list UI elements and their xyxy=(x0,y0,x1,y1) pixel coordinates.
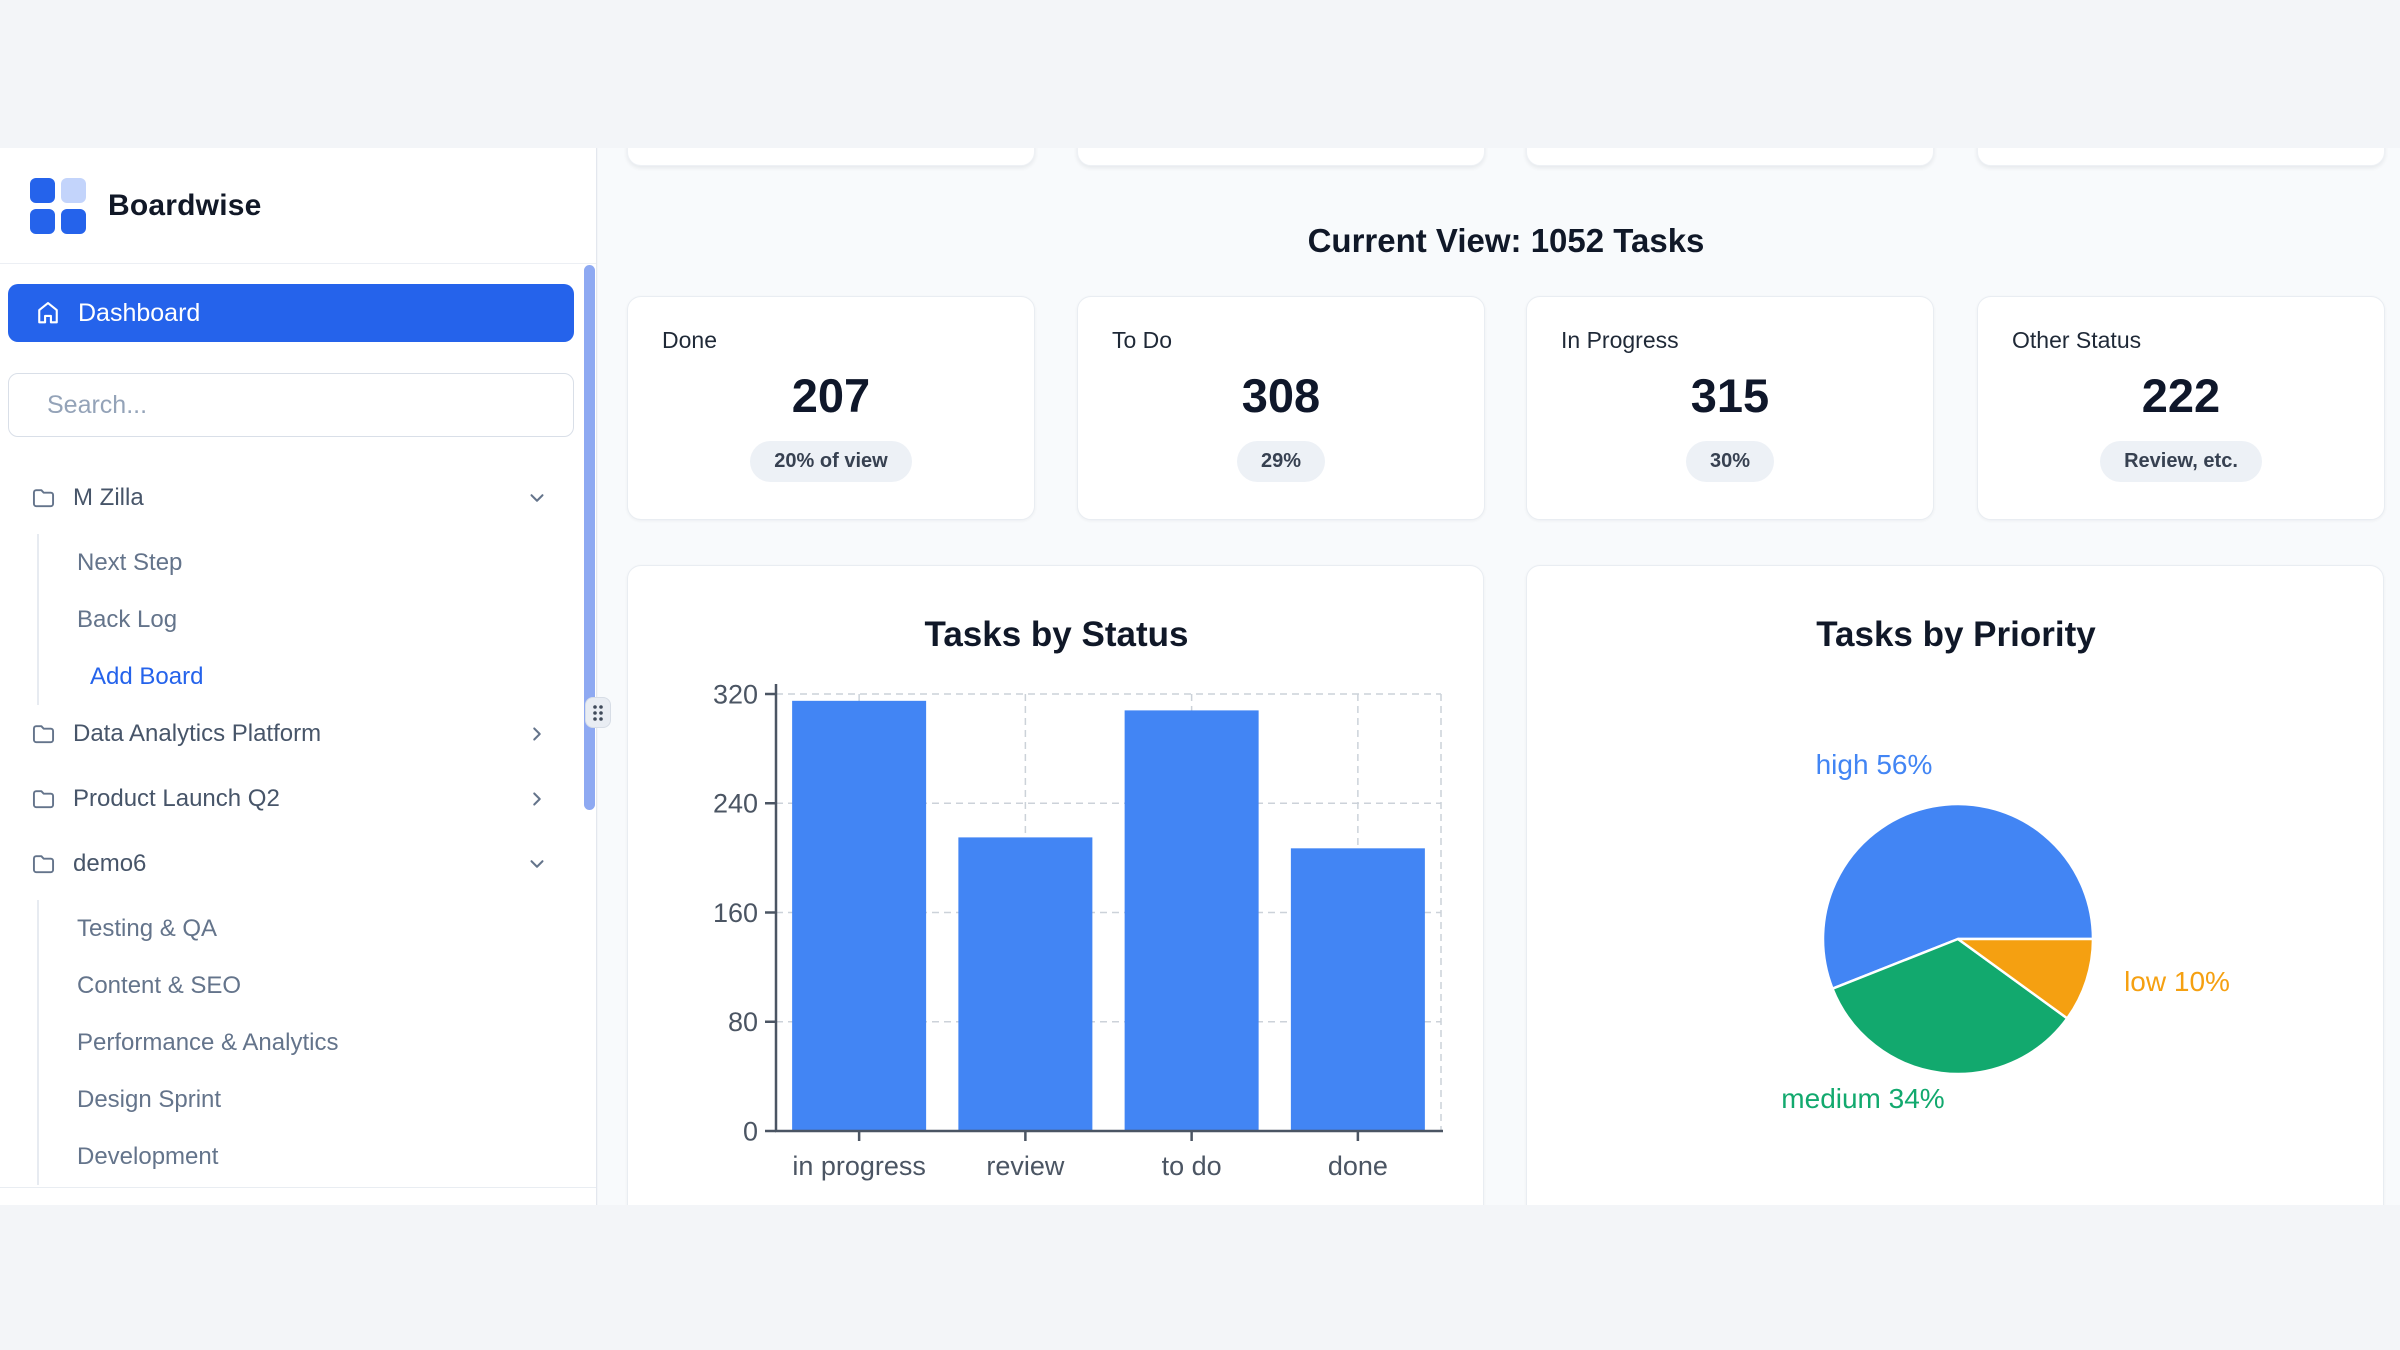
chevron-down-icon xyxy=(530,859,544,868)
stat-label: To Do xyxy=(1112,327,1173,353)
stat-card-to-do: To Do 308 29% xyxy=(1077,296,1485,520)
pie-slice-medium xyxy=(1831,937,2069,1076)
stat-card-done: Done 207 20% of view xyxy=(627,296,1035,520)
bar-to-do xyxy=(1124,710,1259,1131)
board-item-m-zilla[interactable]: M Zilla xyxy=(0,469,596,526)
stat-label: Done xyxy=(662,327,717,353)
app-window: Boardwise Dashboard M Zilla Next Step Back… xyxy=(0,148,2400,1205)
subitem-label: Next Step xyxy=(77,548,183,576)
svg-text:review: review xyxy=(986,1151,1065,1181)
clipped-card xyxy=(627,148,1035,166)
svg-text:240: 240 xyxy=(713,789,758,819)
folder-icon xyxy=(32,489,55,508)
board-children: Next Step Back Log Add Board xyxy=(37,534,596,705)
stat-value: 222 xyxy=(2141,369,2221,422)
subitem-label: Development xyxy=(77,1142,219,1170)
logo-square xyxy=(30,208,55,234)
svg-text:0: 0 xyxy=(743,1116,758,1146)
board-label: M Zilla xyxy=(73,483,144,511)
sidebar-resize-handle[interactable] xyxy=(585,697,611,728)
home-icon xyxy=(38,302,58,324)
chevron-right-icon xyxy=(533,791,541,806)
tasks-by-status-chart: 0 80 160 240 320 in progress review to do done Ta… xyxy=(713,615,1443,1181)
add-board-button[interactable]: Add Board xyxy=(39,648,596,705)
tasks-by-status-card: 0 80 160 240 320 in progress review to do done Ta… xyxy=(627,565,1484,1205)
board-subitem-testing-qa[interactable]: Testing & QA xyxy=(39,900,596,957)
pie-label-medium: medium 34% xyxy=(1781,1083,1944,1114)
logo-square xyxy=(61,208,86,234)
board-children: Testing & QA Content & SEO Performance & A… xyxy=(37,900,596,1185)
svg-text:320: 320 xyxy=(713,679,758,709)
main-content: Current View: 1052 Tasks Done 207 20% of v… xyxy=(598,148,2400,1205)
board-subitem-development[interactable]: Development xyxy=(39,1128,596,1185)
board-subitem-back-log[interactable]: Back Log xyxy=(39,591,596,648)
bar-in-progress xyxy=(792,700,927,1131)
clipped-card xyxy=(1526,148,1934,166)
folder-icon xyxy=(32,725,55,744)
board-subitem-performance-analytics[interactable]: Performance & Analytics xyxy=(39,1014,596,1071)
sidebar-scrollbar-thumb[interactable] xyxy=(584,265,595,810)
stat-value: 315 xyxy=(1690,369,1770,422)
dashboard-label: Dashboard xyxy=(78,298,201,327)
stat-badge: 29% xyxy=(1236,441,1326,482)
svg-text:80: 80 xyxy=(728,1007,758,1037)
pie-slice-low xyxy=(1956,937,2095,1020)
board-subitem-content-seo[interactable]: Content & SEO xyxy=(39,957,596,1014)
svg-text:done: done xyxy=(1328,1151,1388,1181)
folder-icon xyxy=(32,790,55,809)
clipped-card xyxy=(1077,148,1485,166)
current-view-title: Current View: 1052 Tasks xyxy=(1307,222,1705,259)
logo-square xyxy=(61,177,86,203)
boardwise-logo-icon xyxy=(30,177,86,234)
subitem-label: Testing & QA xyxy=(77,914,218,942)
stat-value: 308 xyxy=(1241,369,1321,422)
stat-card-other-status: Other Status 222 Review, etc. xyxy=(1977,296,2385,520)
stat-value: 207 xyxy=(791,369,871,422)
bar-done xyxy=(1290,848,1425,1131)
drag-dots-icon xyxy=(593,704,603,721)
svg-text:Tasks by Status: Tasks by Status xyxy=(925,615,1189,654)
stat-label: Other Status xyxy=(2012,327,2142,353)
stat-badge: Review, etc. xyxy=(2100,441,2262,482)
boards-tree: M Zilla Next Step Back Log Add Board Data An… xyxy=(0,469,596,1188)
stat-badge: 20% of view xyxy=(750,441,912,482)
chevron-down-icon xyxy=(530,493,544,502)
board-label: Product Launch Q2 xyxy=(73,784,280,812)
subitem-label: Content & SEO xyxy=(77,971,242,999)
chevron-right-icon xyxy=(533,726,541,741)
dashboard-button[interactable]: Dashboard xyxy=(8,284,574,342)
svg-text:Tasks by Priority: Tasks by Priority xyxy=(1816,615,2096,654)
stat-label: In Progress xyxy=(1561,327,1679,353)
board-label: Data Analytics Platform xyxy=(73,719,322,747)
board-subitem-design-sprint[interactable]: Design Sprint xyxy=(39,1071,596,1128)
pie-slice-high xyxy=(1821,802,2095,990)
subitem-label: Back Log xyxy=(77,605,178,633)
stat-badge: 30% xyxy=(1685,441,1775,482)
stat-card-in-progress: In Progress 315 30% xyxy=(1526,296,1934,520)
svg-text:to do: to do xyxy=(1162,1151,1222,1181)
pie-label-low: low 10% xyxy=(2124,966,2230,997)
add-board-label: Add Board xyxy=(90,662,204,690)
subitem-label: Performance & Analytics xyxy=(77,1028,339,1056)
brand-title: Boardwise xyxy=(108,188,262,222)
sidebar: Boardwise Dashboard M Zilla Next Step Back… xyxy=(0,148,597,1205)
board-item-product-launch-q2[interactable]: Product Launch Q2 xyxy=(0,770,596,827)
tasks-by-priority-card: high 56% medium 34% low 10% Tasks by Priori… xyxy=(1526,565,2384,1205)
logo-square xyxy=(30,177,55,203)
svg-text:160: 160 xyxy=(713,898,758,928)
board-item-demo6[interactable]: demo6 xyxy=(0,835,596,892)
svg-text:in progress: in progress xyxy=(792,1151,926,1181)
board-item-data-analytics-platform[interactable]: Data Analytics Platform xyxy=(0,705,596,762)
search-input[interactable] xyxy=(8,373,574,437)
folder-icon xyxy=(32,855,55,874)
board-label: demo6 xyxy=(73,849,147,877)
logo-row: Boardwise xyxy=(0,148,596,264)
subitem-label: Design Sprint xyxy=(77,1085,222,1113)
clipped-card xyxy=(1977,148,2385,166)
pie-label-high: high 56% xyxy=(1816,749,1933,780)
board-subitem-next-step[interactable]: Next Step xyxy=(39,534,596,591)
tasks-by-priority-chart: high 56% medium 34% low 10% Tasks by Priori… xyxy=(1781,615,2230,1114)
bar-review xyxy=(958,837,1093,1131)
